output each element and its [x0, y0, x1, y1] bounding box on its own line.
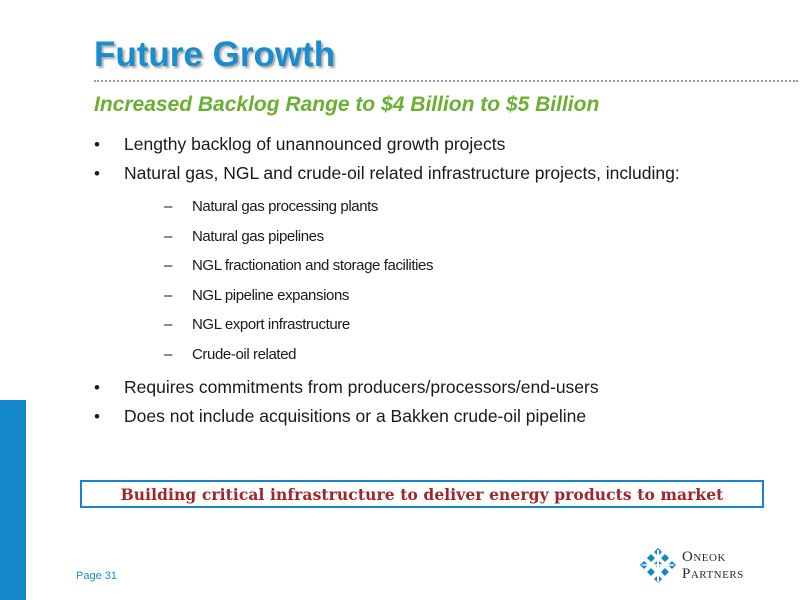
bullet-list: • Lengthy backlog of unannounced growth …	[92, 130, 782, 431]
bullet-text: Does not include acquisitions or a Bakke…	[124, 406, 587, 426]
sub-bullet-dash: –	[164, 316, 172, 333]
page-subtitle: Increased Backlog Range to $4 Billion to…	[94, 93, 600, 116]
sub-bullet-item: – Crude-oil related	[124, 340, 782, 370]
sub-bullet-text: Crude-oil related	[192, 345, 297, 363]
page-title: Future Growth	[94, 35, 336, 74]
sub-bullet-text: Natural gas processing plants	[192, 198, 379, 215]
logo-rest: NEOK	[693, 552, 726, 564]
logo-wordmark: ONEOK PARTNERS	[682, 549, 744, 583]
bullet-dot: •	[94, 164, 100, 183]
sub-bullet-dash: –	[164, 286, 172, 304]
sub-bullet-text: NGL fractionation and storage facilities	[192, 257, 434, 274]
bullet-text: Natural gas, NGL and crude-oil related i…	[124, 163, 680, 183]
bullet-text: Lengthy backlog of unannounced growth pr…	[124, 134, 506, 154]
sub-bullet-item: – NGL export infrastructure	[124, 310, 782, 340]
sub-bullet-text: Natural gas pipelines	[192, 227, 324, 245]
logo-rest: ARTNERS	[690, 569, 744, 581]
bullet-dot: •	[94, 407, 100, 426]
sub-bullet-list: – Natural gas processing plants – Natura…	[124, 192, 782, 369]
bullet-dot: •	[94, 135, 100, 154]
bullet-item: • Lengthy backlog of unannounced growth …	[92, 130, 782, 159]
sub-bullet-item: – Natural gas processing plants	[124, 192, 782, 222]
bullet-text: Requires commitments from producers/proc…	[124, 377, 599, 397]
sub-bullet-dash: –	[164, 227, 172, 245]
oneok-diamond-logo-icon	[640, 548, 676, 583]
bullet-item: • Requires commitments from producers/pr…	[92, 373, 782, 402]
bullet-dot: •	[94, 378, 100, 397]
sub-bullet-dash: –	[164, 257, 172, 274]
page-number: Page 31	[76, 570, 117, 582]
sub-bullet-text: NGL export infrastructure	[192, 316, 350, 333]
title-divider	[94, 80, 798, 82]
sub-bullet-dash: –	[164, 345, 172, 363]
sub-bullet-item: – NGL fractionation and storage faciliti…	[124, 251, 782, 281]
tagline-box: Building critical infrastructure to deli…	[80, 480, 764, 508]
left-accent-bar	[0, 400, 26, 600]
sub-bullet-dash: –	[164, 198, 172, 215]
tagline-text: Building critical infrastructure to deli…	[120, 484, 724, 504]
company-logo: ONEOK PARTNERS	[640, 546, 790, 586]
bullet-item: • Natural gas, NGL and crude-oil related…	[92, 159, 782, 369]
logo-line-partners: PARTNERS	[682, 566, 744, 583]
sub-bullet-item: – NGL pipeline expansions	[124, 281, 782, 311]
logo-cap: P	[682, 566, 691, 582]
sub-bullet-item: – Natural gas pipelines	[124, 222, 782, 252]
logo-cap: O	[682, 549, 694, 565]
logo-line-oneok: ONEOK	[682, 549, 744, 566]
sub-bullet-text: NGL pipeline expansions	[192, 286, 350, 304]
bullet-item: • Does not include acquisitions or a Bak…	[92, 402, 782, 431]
